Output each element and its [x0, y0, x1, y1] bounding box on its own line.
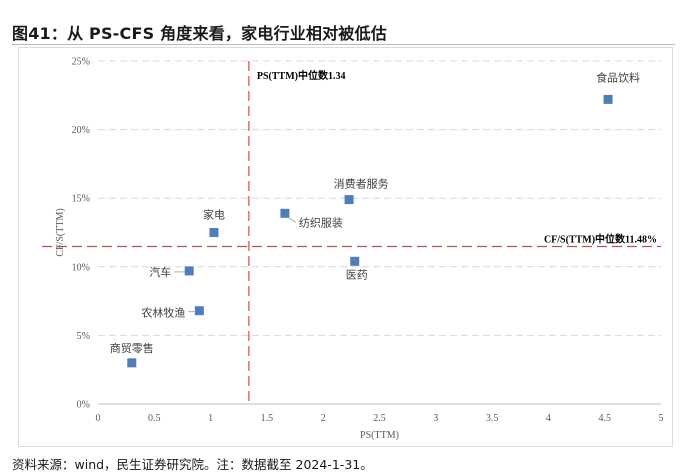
- point-label: 食品饮料: [596, 70, 640, 84]
- gridlines: [98, 60, 661, 405]
- point-marker: [209, 228, 219, 237]
- y-tick-label: 5%: [77, 331, 90, 342]
- y-tick-labels: 0% 5% 10% 15% 20% 25%: [72, 57, 90, 411]
- x-axis-title: PS(TTM): [360, 430, 399, 441]
- y-tick-label: 0%: [77, 400, 90, 411]
- x-tick-label: 4.5: [598, 413, 611, 424]
- x-tick-label: 3: [433, 413, 438, 424]
- x-tick-label: 4: [546, 413, 551, 424]
- x-tick-label: 2.5: [373, 413, 386, 424]
- y-tick-label: 15%: [72, 194, 90, 205]
- title-divider: [12, 44, 675, 45]
- x-tick-label: 3.5: [486, 413, 499, 424]
- point-marker: [350, 256, 360, 266]
- x-median-label: PS(TTM)中位数1.34: [257, 69, 346, 82]
- y-axis-title: CF/S(TTM): [55, 208, 66, 256]
- point-marker: [280, 208, 290, 218]
- point-marker: [184, 266, 194, 276]
- y-median-label: CF/S(TTM)中位数11.48%: [544, 232, 657, 245]
- point-label: 农林牧渔: [141, 306, 185, 320]
- point-label: 商贸零售: [110, 341, 154, 355]
- x-tick-label: 0: [96, 413, 101, 424]
- point-marker: [194, 306, 204, 316]
- x-tick-label: 1.5: [261, 413, 274, 424]
- point-marker: [603, 94, 613, 104]
- point-label: 汽车: [149, 265, 171, 279]
- x-tick-label: 2: [321, 413, 326, 424]
- x-tick-label: 0.5: [148, 413, 161, 424]
- y-tick-label: 25%: [72, 57, 90, 68]
- reference-lines: PS(TTM)中位数1.34 CF/S(TTM)中位数11.48%: [42, 61, 661, 404]
- x-tick-label: 5: [659, 413, 664, 424]
- source-note: 资料来源：wind，民生证券研究院。注：数据截至 2024-1-31。: [12, 457, 373, 472]
- figure-title: 图41：从 PS-CFS 角度来看，家电行业相对被低估: [12, 24, 387, 43]
- y-tick-label: 10%: [72, 262, 90, 273]
- point-label: 医药: [346, 268, 368, 281]
- label-leader: [287, 216, 297, 223]
- point-marker: [344, 195, 354, 205]
- point-label: 消费者服务: [334, 177, 389, 191]
- point-marker: [127, 358, 137, 368]
- chart-frame: [18, 47, 673, 447]
- y-tick-label: 20%: [72, 125, 90, 136]
- x-tick-label: 1: [208, 413, 213, 424]
- point-label: 家电: [203, 208, 225, 222]
- x-tick-labels: 0 0.5 1 1.5 2 2.5 3 3.5 4 4.5 5: [96, 413, 664, 424]
- point-label: 纺织服装: [299, 215, 343, 229]
